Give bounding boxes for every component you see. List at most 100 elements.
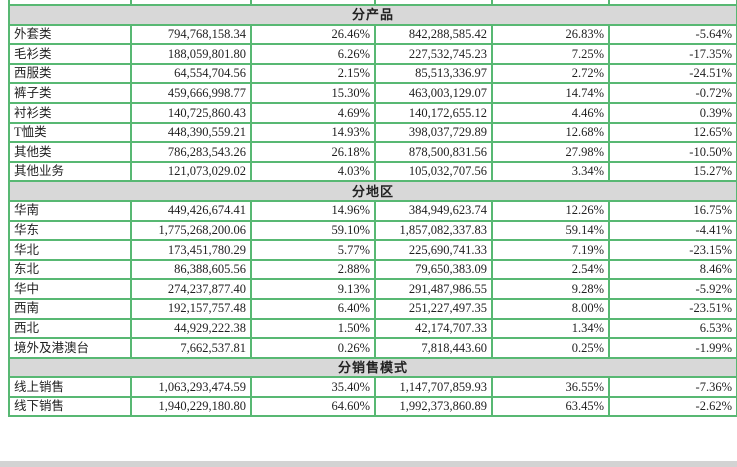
- cropped-row-cell: [491, 0, 610, 6]
- prior-amount-cell: 384,949,623.74: [374, 199, 493, 222]
- category-cell: 境外及港澳台: [8, 337, 132, 359]
- section-header-by-sales-mode: 分销售模式: [8, 356, 737, 379]
- bottom-gray-strip: [0, 461, 737, 467]
- category-cell: 华东: [8, 219, 132, 242]
- current-ratio-cell: 2.15%: [250, 62, 376, 85]
- current-ratio-cell: 0.26%: [250, 337, 376, 359]
- category-cell: 西服类: [8, 62, 132, 85]
- yoy-change-cell: -2.62%: [608, 395, 737, 418]
- prior-ratio-cell: 3.34%: [491, 160, 610, 183]
- current-amount-cell: 1,940,229,180.80: [130, 395, 252, 418]
- yoy-change-cell: -5.64%: [608, 23, 737, 46]
- prior-ratio-cell: 2.72%: [491, 62, 610, 85]
- category-cell: 华中: [8, 278, 132, 300]
- current-ratio-cell: 14.93%: [250, 121, 376, 144]
- yoy-change-cell: -7.36%: [608, 376, 737, 398]
- current-ratio-cell: 35.40%: [250, 376, 376, 398]
- table-row: 毛衫类 188,059,801.80 6.26% 227,532,745.23 7.25…: [8, 43, 737, 65]
- yoy-change-cell: 12.65%: [608, 121, 737, 144]
- prior-ratio-cell: 1.34%: [491, 317, 610, 340]
- section-header-row: 分产品: [8, 4, 737, 26]
- yoy-change-cell: 6.53%: [608, 317, 737, 340]
- table-row: 境外及港澳台 7,662,537.81 0.26% 7,818,443.60 0.25%…: [8, 337, 737, 359]
- table-row: 西南 192,157,757.48 6.40% 251,227,497.35 8.00%…: [8, 297, 737, 320]
- prior-ratio-cell: 7.19%: [491, 239, 610, 261]
- current-amount-cell: 121,073,029.02: [130, 160, 252, 183]
- table-row: 裤子类 459,666,998.77 15.30% 463,003,129.07 14.…: [8, 82, 737, 104]
- current-ratio-cell: 5.77%: [250, 239, 376, 261]
- current-ratio-cell: 9.13%: [250, 278, 376, 300]
- table-row: 西北 44,929,222.38 1.50% 42,174,707.33 1.34% 6.…: [8, 317, 737, 340]
- prior-amount-cell: 1,857,082,337.83: [374, 219, 493, 242]
- yoy-change-cell: -4.41%: [608, 219, 737, 242]
- prior-amount-cell: 42,174,707.33: [374, 317, 493, 340]
- section-header-row: 分地区: [8, 180, 737, 202]
- yoy-change-cell: -0.72%: [608, 82, 737, 104]
- category-cell: 线上销售: [8, 376, 132, 398]
- current-amount-cell: 448,390,559.21: [130, 121, 252, 144]
- category-cell: 西北: [8, 317, 132, 340]
- current-ratio-cell: 26.18%: [250, 141, 376, 163]
- yoy-change-cell: -24.51%: [608, 62, 737, 85]
- prior-amount-cell: 227,532,745.23: [374, 43, 493, 65]
- current-amount-cell: 794,768,158.34: [130, 23, 252, 46]
- cropped-row-cell: [608, 0, 737, 6]
- current-amount-cell: 140,725,860.43: [130, 101, 252, 124]
- prior-amount-cell: 878,500,831.56: [374, 141, 493, 163]
- category-cell: 华南: [8, 199, 132, 222]
- table-row: 华北 173,451,780.29 5.77% 225,690,741.33 7.19%…: [8, 239, 737, 261]
- prior-ratio-cell: 12.68%: [491, 121, 610, 144]
- prior-amount-cell: 1,992,373,860.89: [374, 395, 493, 418]
- prior-ratio-cell: 0.25%: [491, 337, 610, 359]
- prior-ratio-cell: 2.54%: [491, 258, 610, 281]
- category-cell: 线下销售: [8, 395, 132, 418]
- prior-ratio-cell: 4.46%: [491, 101, 610, 124]
- current-amount-cell: 7,662,537.81: [130, 337, 252, 359]
- prior-amount-cell: 225,690,741.33: [374, 239, 493, 261]
- cropped-row-cell: [250, 0, 376, 6]
- current-ratio-cell: 14.96%: [250, 199, 376, 222]
- prior-amount-cell: 79,650,383.09: [374, 258, 493, 281]
- cropped-row-cell: [130, 0, 252, 6]
- prior-ratio-cell: 63.45%: [491, 395, 610, 418]
- prior-amount-cell: 291,487,986.55: [374, 278, 493, 300]
- table-row: 线上销售 1,063,293,474.59 35.40% 1,147,707,859.…: [8, 376, 737, 398]
- yoy-change-cell: -10.50%: [608, 141, 737, 163]
- yoy-change-cell: -17.35%: [608, 43, 737, 65]
- current-ratio-cell: 15.30%: [250, 82, 376, 104]
- current-ratio-cell: 4.03%: [250, 160, 376, 183]
- prior-ratio-cell: 59.14%: [491, 219, 610, 242]
- current-amount-cell: 1,063,293,474.59: [130, 376, 252, 398]
- table-row: 华东 1,775,268,200.06 59.10% 1,857,082,337.83…: [8, 219, 737, 242]
- current-amount-cell: 173,451,780.29: [130, 239, 252, 261]
- prior-ratio-cell: 26.83%: [491, 23, 610, 46]
- yoy-change-cell: -23.51%: [608, 297, 737, 320]
- current-amount-cell: 449,426,674.41: [130, 199, 252, 222]
- prior-ratio-cell: 7.25%: [491, 43, 610, 65]
- cropped-top-row: [8, 0, 737, 6]
- category-cell: 衬衫类: [8, 101, 132, 124]
- current-ratio-cell: 4.69%: [250, 101, 376, 124]
- prior-ratio-cell: 27.98%: [491, 141, 610, 163]
- yoy-change-cell: 15.27%: [608, 160, 737, 183]
- current-amount-cell: 188,059,801.80: [130, 43, 252, 65]
- current-amount-cell: 1,775,268,200.06: [130, 219, 252, 242]
- current-amount-cell: 86,388,605.56: [130, 258, 252, 281]
- table-row: 其他类 786,283,543.26 26.18% 878,500,831.56 27.…: [8, 141, 737, 163]
- prior-amount-cell: 398,037,729.89: [374, 121, 493, 144]
- prior-amount-cell: 1,147,707,859.93: [374, 376, 493, 398]
- current-ratio-cell: 26.46%: [250, 23, 376, 46]
- current-ratio-cell: 64.60%: [250, 395, 376, 418]
- current-amount-cell: 44,929,222.38: [130, 317, 252, 340]
- section-header-row: 分销售模式: [8, 356, 737, 379]
- yoy-change-cell: 16.75%: [608, 199, 737, 222]
- prior-ratio-cell: 14.74%: [491, 82, 610, 104]
- prior-ratio-cell: 36.55%: [491, 376, 610, 398]
- prior-amount-cell: 463,003,129.07: [374, 82, 493, 104]
- category-cell: 其他类: [8, 141, 132, 163]
- prior-amount-cell: 842,288,585.42: [374, 23, 493, 46]
- prior-amount-cell: 85,513,336.97: [374, 62, 493, 85]
- table-row: 线下销售 1,940,229,180.80 64.60% 1,992,373,860.…: [8, 395, 737, 418]
- table-row: 华中 274,237,877.40 9.13% 291,487,986.55 9.28%…: [8, 278, 737, 300]
